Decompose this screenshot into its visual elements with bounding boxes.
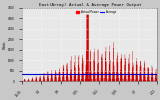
Legend: Actual Power, Average: Actual Power, Average	[75, 9, 118, 14]
Title: East(Array) Actual & Average Power Output: East(Array) Actual & Average Power Outpu…	[39, 3, 141, 7]
Y-axis label: Watts: Watts	[3, 40, 7, 49]
